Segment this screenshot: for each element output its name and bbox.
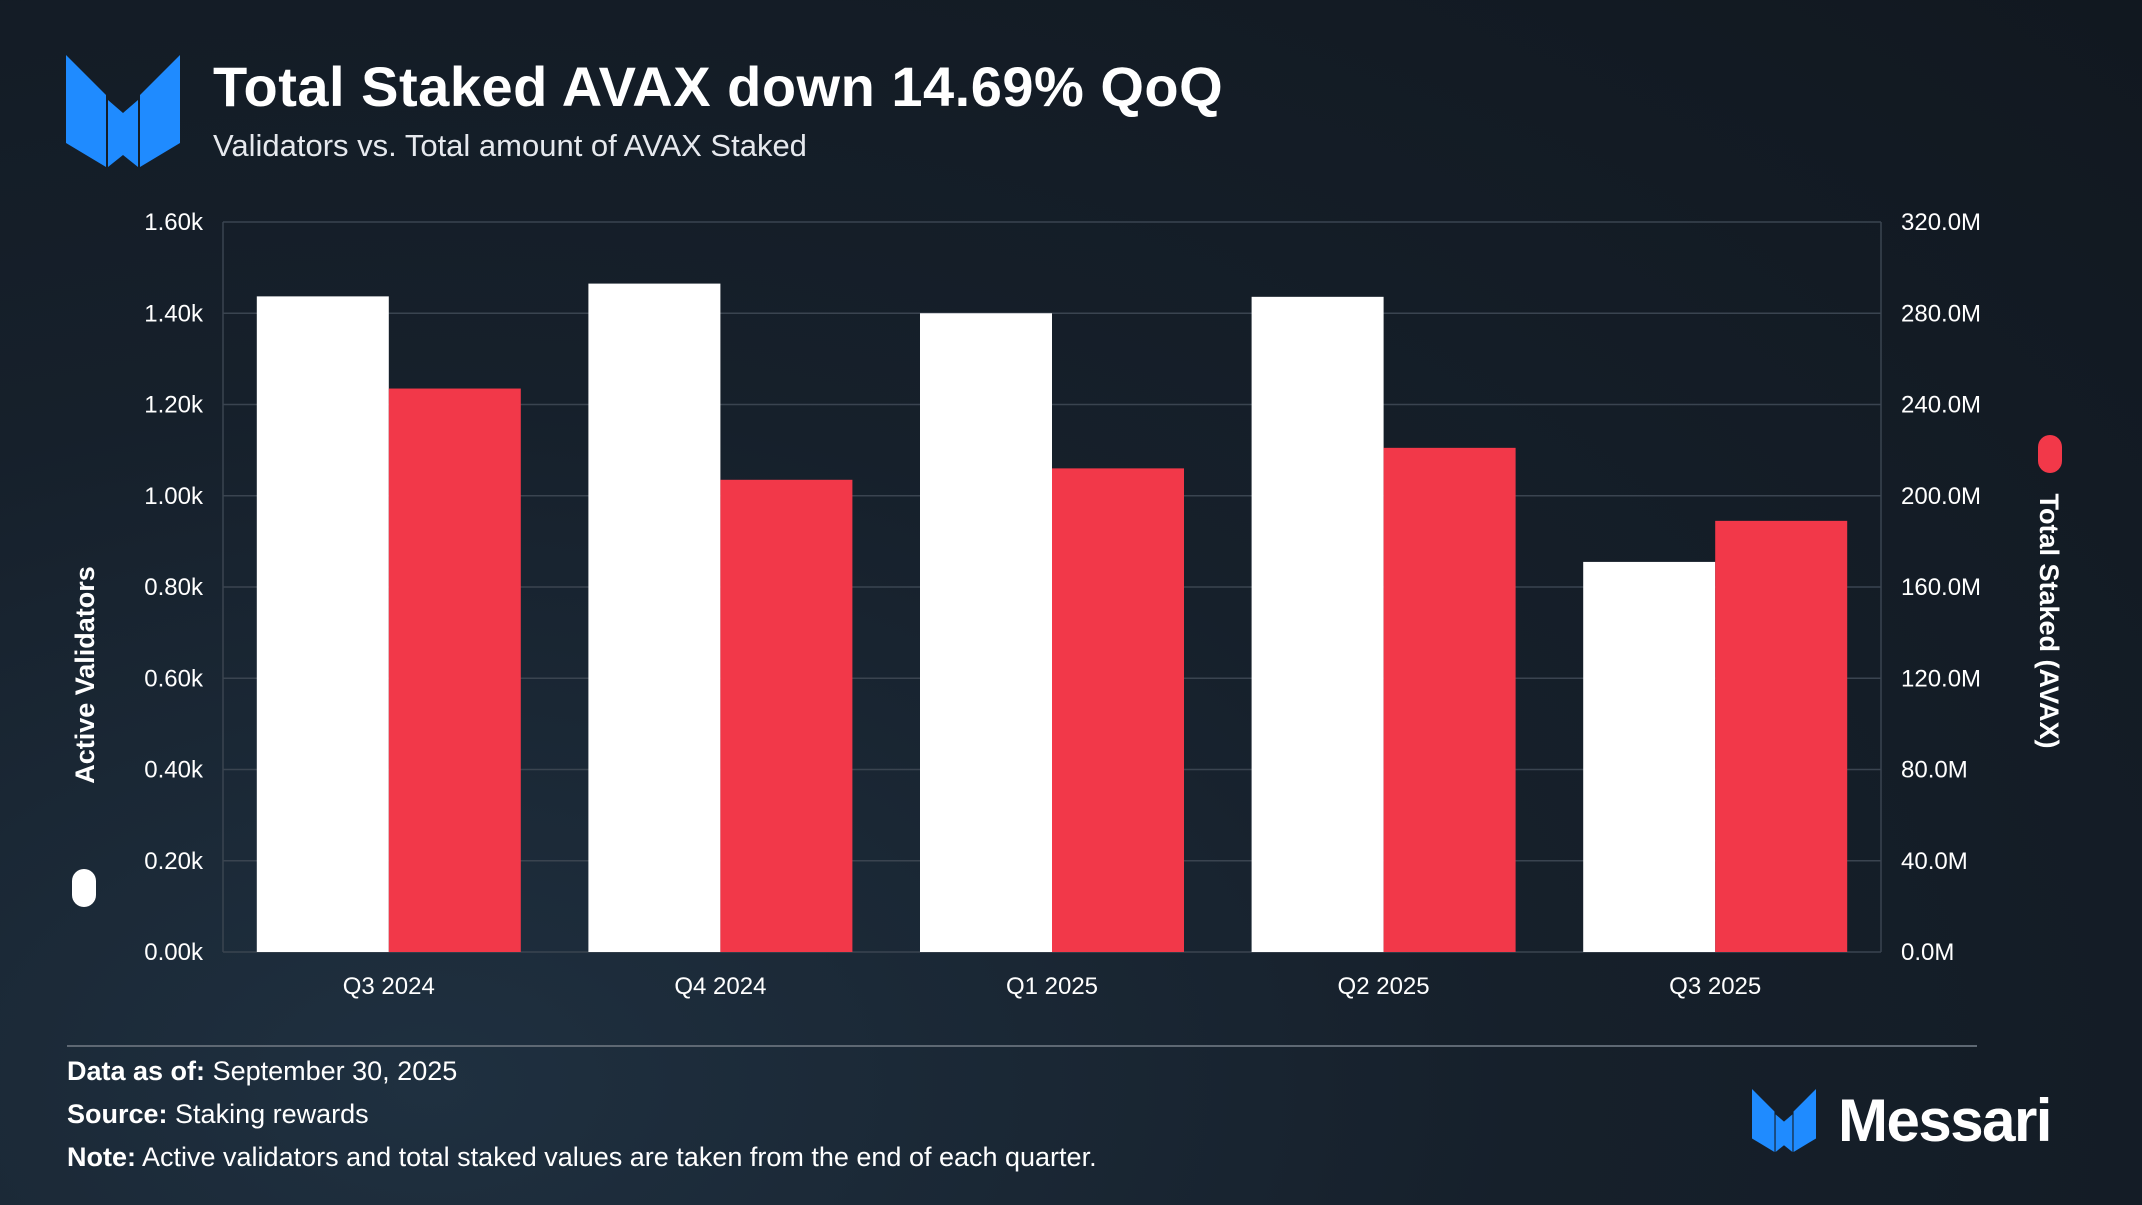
validators-legend-swatch (72, 869, 96, 907)
left-axis-label: Active Validators (70, 566, 100, 784)
right-tick-label: 320.0M (1901, 209, 1981, 236)
x-axis-ticks: Q3 2024 Q4 2024 Q1 2025 Q2 2025 Q3 2025 (343, 973, 1761, 1000)
staked-bar (1052, 468, 1184, 952)
footer-divider (67, 1045, 1977, 1047)
validators-bar (1583, 561, 1716, 952)
staked-bar (1383, 447, 1516, 952)
bars (256, 283, 1848, 952)
right-tick-label: 40.0M (1901, 848, 1968, 875)
right-tick-label: 80.0M (1901, 757, 1968, 784)
messari-brand: Messari (1752, 1086, 2052, 1154)
x-tick-label: Q3 2025 (1669, 973, 1761, 1000)
data-as-of-label: Data as of: (67, 1056, 206, 1086)
validators-bar (920, 313, 1052, 952)
x-tick-label: Q1 2025 (1006, 973, 1098, 1000)
source-value: Staking rewards (175, 1099, 369, 1129)
messari-brand-icon (1752, 1088, 1816, 1152)
x-tick-label: Q2 2025 (1338, 973, 1430, 1000)
right-tick-label: 0.0M (1901, 939, 1954, 966)
left-tick-label: 1.20k (144, 392, 204, 419)
right-axis-legend: Total Staked (AVAX) (2034, 435, 2064, 749)
left-tick-label: 1.60k (144, 209, 204, 236)
staked-bar (720, 479, 853, 952)
right-tick-label: 120.0M (1901, 665, 1981, 692)
left-tick-label: 0.00k (144, 939, 204, 966)
brand-name: Messari (1838, 1086, 2052, 1154)
left-axis-legend: Active Validators (70, 566, 100, 907)
source: Source: Staking rewards (67, 1099, 369, 1130)
left-tick-label: 0.60k (144, 665, 204, 692)
right-tick-label: 200.0M (1901, 483, 1981, 510)
chart-title: Total Staked AVAX down 14.69% QoQ (213, 55, 1224, 118)
left-tick-label: 0.20k (144, 848, 204, 875)
right-axis-ticks: 0.0M 40.0M 80.0M 120.0M 160.0M 200.0M 240.0M 28… (1901, 209, 1981, 966)
note-value: Active validators and total staked value… (142, 1142, 1097, 1172)
staked-bar (388, 388, 521, 952)
left-tick-label: 1.00k (144, 483, 204, 510)
left-tick-label: 1.40k (144, 300, 204, 327)
right-tick-label: 240.0M (1901, 392, 1981, 419)
validators-bar (256, 296, 389, 952)
staked-legend-swatch (2038, 435, 2062, 473)
x-tick-label: Q3 2024 (343, 973, 435, 1000)
validators-bar (1251, 296, 1384, 952)
validators-bar (588, 283, 721, 952)
bar-chart: 0.00k 0.20k 0.40k 0.60k 0.80k 1.00k 1.20k 1.40k… (70, 209, 2064, 1000)
note-label: Note: (67, 1142, 136, 1172)
note: Note: Active validators and total staked… (67, 1142, 1097, 1173)
staked-bar (1715, 520, 1848, 952)
axis-labels: Active Validators Total Staked (AVAX) (70, 435, 2064, 907)
left-tick-label: 0.40k (144, 757, 204, 784)
left-tick-label: 0.80k (144, 574, 204, 601)
data-as-of-value: September 30, 2025 (212, 1056, 458, 1086)
right-tick-label: 280.0M (1901, 300, 1981, 327)
messari-logo-icon (66, 55, 180, 167)
data-as-of: Data as of: September 30, 2025 (67, 1056, 457, 1087)
right-tick-label: 160.0M (1901, 574, 1981, 601)
x-tick-label: Q4 2024 (674, 973, 766, 1000)
right-axis-label: Total Staked (AVAX) (2034, 493, 2064, 748)
left-axis-ticks: 0.00k 0.20k 0.40k 0.60k 0.80k 1.00k 1.20k 1.40k… (144, 209, 204, 966)
chart-subtitle: Validators vs. Total amount of AVAX Stak… (213, 128, 807, 163)
source-label: Source: (67, 1099, 168, 1129)
